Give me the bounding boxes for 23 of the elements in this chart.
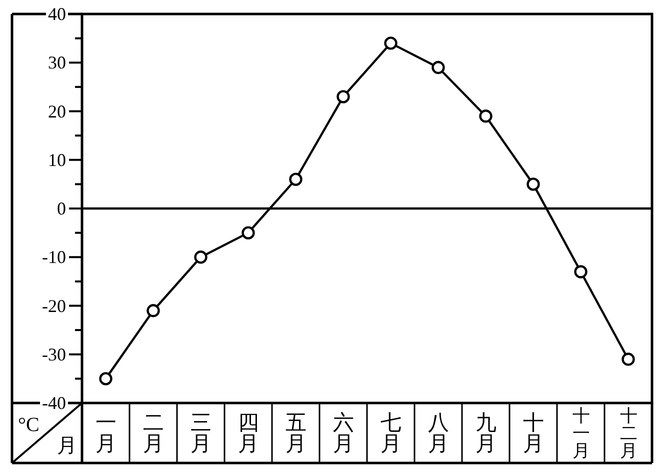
y-tick-label: 0 <box>57 198 66 218</box>
x-tick-label: 四月 <box>238 410 259 456</box>
x-tick-label: 十二月 <box>620 406 637 460</box>
x-tick-label: 十月 <box>522 410 544 456</box>
xlabel: 月 <box>57 435 77 457</box>
x-tick-label: 二月 <box>142 410 164 456</box>
y-tick-label: 40 <box>48 4 66 24</box>
y-tick-label: 10 <box>48 150 66 170</box>
x-tick-label: 十一月 <box>572 406 590 460</box>
y-tick-label: -30 <box>42 344 66 364</box>
y-tick-label: -20 <box>42 296 66 316</box>
x-tick-label: 七月 <box>380 410 402 456</box>
y-tick-label: -10 <box>42 247 66 268</box>
x-tick-label: 三月 <box>190 410 212 456</box>
x-tick-label: 六月 <box>332 410 354 456</box>
y-tick-label: 30 <box>48 52 66 73</box>
x-tick-label: 五月 <box>285 410 306 456</box>
x-tick-label: 八月 <box>428 410 449 456</box>
y-tick-label: -40 <box>42 393 66 413</box>
x-tick-label: 一月 <box>95 410 116 456</box>
x-tick-label: 九月 <box>475 410 496 456</box>
y-tick-label: 20 <box>48 101 66 122</box>
ylabel: °C <box>18 414 40 436</box>
